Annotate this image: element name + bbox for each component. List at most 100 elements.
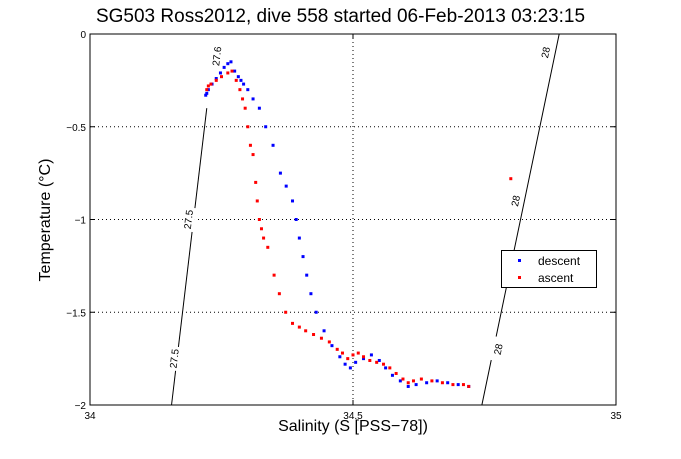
data-point-ascent <box>440 381 444 385</box>
data-point-descent <box>233 69 237 73</box>
data-point-descent <box>446 381 450 385</box>
data-point-descent <box>284 184 288 188</box>
plot-frame <box>89 33 617 406</box>
data-point-ascent <box>451 383 455 387</box>
data-point-descent <box>294 218 298 221</box>
data-point-ascent <box>411 379 415 383</box>
data-point-ascent <box>291 321 295 325</box>
data-point-ascent <box>254 180 258 184</box>
y-tick-label: 0 <box>80 30 86 41</box>
data-point-descent <box>384 366 388 370</box>
y-tick-label: −2 <box>75 401 87 412</box>
legend-item-descent: descent <box>502 253 596 269</box>
x-tick-label: 34.5 <box>343 411 363 422</box>
data-point-ascent <box>362 355 366 359</box>
data-point-descent <box>406 384 410 388</box>
data-point-descent <box>271 143 275 147</box>
data-point-descent <box>322 329 326 333</box>
data-point-descent <box>214 77 218 81</box>
data-point-descent <box>369 353 373 357</box>
data-point-descent <box>309 292 313 296</box>
data-point-ascent <box>230 69 234 73</box>
data-point-ascent <box>209 82 213 86</box>
data-point-ascent <box>220 75 223 79</box>
data-point-ascent <box>246 125 250 129</box>
data-point-descent <box>246 88 250 92</box>
data-point-descent <box>301 255 305 259</box>
data-point-descent <box>251 97 255 101</box>
legend: descent ascent <box>501 250 597 288</box>
data-point-ascent <box>226 71 230 75</box>
contour-label-background <box>537 39 555 66</box>
data-point-descent <box>425 381 429 385</box>
contour-label: 28 <box>510 194 523 208</box>
contour-label: 27.6 <box>211 46 224 67</box>
data-point-ascent <box>388 366 392 370</box>
legend-item-ascent: ascent <box>502 270 596 286</box>
data-point-descent <box>242 82 246 86</box>
data-point-ascent <box>461 383 465 387</box>
data-point-descent <box>206 88 210 92</box>
contour-label: 27.5 <box>169 348 182 369</box>
data-point-descent <box>205 91 209 95</box>
data-point-descent <box>264 125 268 129</box>
data-point-descent <box>398 379 402 383</box>
data-point-descent <box>314 310 318 314</box>
legend-marker-descent <box>518 259 521 262</box>
data-point-ascent <box>284 310 288 314</box>
data-point-ascent <box>346 357 350 361</box>
data-point-ascent <box>430 379 434 383</box>
data-point-descent <box>338 355 342 359</box>
contour-label: 27.5 <box>183 209 196 230</box>
data-point-descent <box>414 383 418 387</box>
data-point-ascent <box>234 78 238 82</box>
data-point-ascent <box>205 88 209 92</box>
data-point-descent <box>305 273 309 277</box>
y-tick-label: −1 <box>75 216 87 227</box>
contour-label-background <box>490 336 508 363</box>
data-point-ascent <box>257 218 261 221</box>
data-point-descent <box>377 358 381 362</box>
data-point-ascent <box>266 245 270 249</box>
data-point-descent <box>204 93 208 97</box>
data-point-ascent <box>238 88 242 92</box>
y-axis-label: Temperature (°C) <box>37 158 54 282</box>
data-point-descent <box>291 199 295 203</box>
data-point-ascent <box>272 273 276 277</box>
data-point-ascent <box>351 353 355 357</box>
contour-label-background <box>167 346 183 372</box>
data-point-ascent <box>509 177 513 181</box>
contour-label-background <box>209 43 225 69</box>
data-point-ascent <box>401 377 405 381</box>
contour-label: 28 <box>540 46 553 60</box>
data-point-descent <box>278 171 282 175</box>
data-point-descent <box>257 106 261 110</box>
data-point-descent <box>343 362 347 366</box>
data-point-descent <box>330 344 334 348</box>
data-point-ascent <box>368 358 372 362</box>
data-point-ascent <box>312 333 316 337</box>
data-point-ascent <box>406 381 410 385</box>
data-point-descent <box>218 71 222 75</box>
data-point-descent <box>297 236 301 240</box>
data-point-descent <box>226 62 230 66</box>
data-point-ascent <box>375 360 379 364</box>
data-point-ascent <box>241 97 245 101</box>
data-point-descent <box>435 379 439 383</box>
data-point-ascent <box>262 236 266 240</box>
data-point-ascent <box>356 351 360 355</box>
y-tick-label: −1.5 <box>66 308 86 319</box>
data-point-descent <box>354 360 358 364</box>
x-tick-label: 34 <box>84 411 96 422</box>
data-point-descent <box>348 366 352 370</box>
x-tick-label: 35 <box>610 411 622 422</box>
data-point-descent <box>456 383 460 387</box>
data-point-ascent <box>214 78 218 82</box>
data-point-descent <box>222 65 226 69</box>
data-point-descent <box>362 357 366 361</box>
data-point-ascent <box>394 371 398 375</box>
legend-label-ascent: ascent <box>538 271 574 285</box>
data-point-ascent <box>419 377 423 381</box>
y-tick-label: −0.5 <box>66 123 86 134</box>
